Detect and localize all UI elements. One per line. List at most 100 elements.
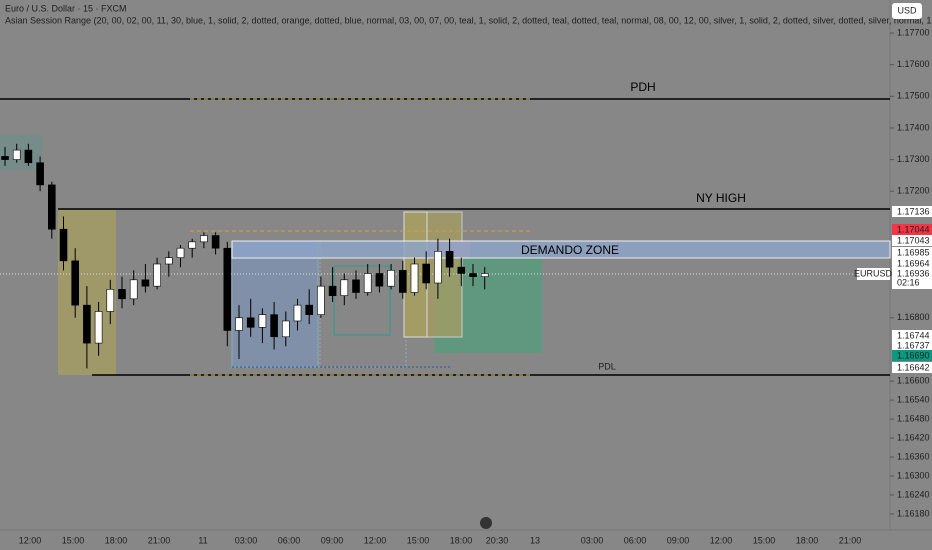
price-tick-label: 1.17400 bbox=[897, 122, 930, 132]
price-tag-label: 1.16690 bbox=[897, 350, 930, 360]
pdl-label: PDL bbox=[598, 361, 616, 371]
time-tick-label: 18:00 bbox=[450, 535, 473, 545]
price-tag-label: 1.16985 bbox=[897, 247, 930, 257]
demand-label: DEMANDO ZONE bbox=[521, 243, 619, 257]
currency-label[interactable]: USD bbox=[897, 5, 917, 15]
price-tag bbox=[892, 258, 932, 269]
demand-zone bbox=[231, 240, 891, 259]
price-tag bbox=[892, 235, 932, 246]
indicator-legend: Asian Session Range (20, 00, 02, 00, 11,… bbox=[5, 15, 932, 25]
price-tick-label: 1.16540 bbox=[897, 394, 930, 404]
price-tag-label: 1.16737 bbox=[897, 340, 930, 350]
ny-high-label: NY HIGH bbox=[696, 191, 746, 205]
price-tag-label: 1.16964 bbox=[897, 258, 930, 268]
candle-body bbox=[387, 270, 395, 287]
time-tick-label: 13 bbox=[530, 535, 540, 545]
replay-icon[interactable] bbox=[480, 517, 492, 529]
candle-body bbox=[223, 247, 232, 331]
price-tick-label: 1.17500 bbox=[897, 91, 930, 101]
time-tick-label: 03:00 bbox=[235, 535, 258, 545]
pdh-label: PDH bbox=[630, 80, 655, 94]
time-tick-label: 21:00 bbox=[839, 535, 862, 545]
symbol-tag bbox=[857, 268, 890, 280]
candle-body bbox=[188, 241, 196, 249]
candle-body bbox=[36, 162, 44, 186]
candle-body bbox=[71, 260, 79, 306]
current-price-tag bbox=[892, 268, 932, 289]
time-tick-label: 15:00 bbox=[407, 535, 430, 545]
candle-body bbox=[83, 304, 91, 344]
candle-body bbox=[375, 273, 384, 287]
time-tick-label: 18:00 bbox=[796, 535, 819, 545]
candle-body bbox=[305, 304, 314, 315]
price-tag-label: 1.17136 bbox=[897, 206, 930, 216]
candle-body bbox=[94, 311, 103, 344]
price-tag-label: 1.17044 bbox=[897, 224, 930, 234]
time-tick-label: 09:00 bbox=[667, 535, 690, 545]
currency-button[interactable] bbox=[892, 3, 922, 19]
price-tag bbox=[892, 330, 932, 341]
candle-body bbox=[258, 314, 267, 328]
time-tick-label: 18:00 bbox=[105, 535, 128, 545]
session-box bbox=[231, 241, 319, 368]
candle-body bbox=[235, 317, 243, 331]
time-tick-label: 21:00 bbox=[148, 535, 171, 545]
price-tick-label: 1.16480 bbox=[897, 413, 930, 423]
price-tick-label: 1.16420 bbox=[897, 432, 930, 442]
price-tag bbox=[892, 340, 932, 351]
countdown: 02:16 bbox=[897, 277, 920, 287]
candle-body bbox=[422, 263, 431, 284]
candle-body bbox=[176, 247, 185, 258]
time-tick-label: 11 bbox=[198, 535, 207, 545]
candle-body bbox=[363, 273, 372, 293]
price-tag-label: 1.17043 bbox=[897, 235, 930, 245]
candle-body bbox=[153, 263, 161, 287]
candle-body bbox=[398, 270, 407, 293]
price-tag bbox=[892, 362, 932, 373]
price-tick-label: 1.16360 bbox=[897, 451, 930, 461]
session-box bbox=[0, 135, 42, 170]
candle-body bbox=[141, 279, 150, 287]
price-tick-label: 1.16240 bbox=[897, 489, 930, 499]
price-tag-label: 1.16642 bbox=[897, 362, 930, 372]
candle-body bbox=[410, 263, 419, 293]
candle-body bbox=[457, 266, 466, 274]
price-tick-label: 1.16800 bbox=[897, 312, 930, 322]
price-tag bbox=[892, 206, 932, 217]
candle-body bbox=[106, 289, 115, 312]
candle-body bbox=[129, 279, 138, 300]
candle-body bbox=[246, 317, 255, 328]
price-tag-label: 1.16744 bbox=[897, 330, 930, 340]
time-tick-label: 03:00 bbox=[581, 535, 604, 545]
price-tick-label: 1.17700 bbox=[897, 27, 930, 37]
candle-body bbox=[434, 251, 442, 284]
time-tick-label: 06:00 bbox=[278, 535, 301, 545]
candle-body bbox=[165, 257, 173, 265]
price-tick-label: 1.16180 bbox=[897, 508, 930, 518]
session-box bbox=[333, 265, 391, 336]
price-tag bbox=[892, 350, 932, 361]
price-tick-label: 1.17200 bbox=[897, 186, 930, 196]
time-tick-label: 15:00 bbox=[753, 535, 776, 545]
candle-body bbox=[352, 279, 360, 293]
candle-body bbox=[270, 314, 278, 338]
time-tick-label: 06:00 bbox=[624, 535, 647, 545]
symbol-title: Euro / U.S. Dollar · 15 · FXCM bbox=[5, 3, 127, 13]
symbol-tag-label: EURUSD bbox=[854, 268, 893, 278]
time-tick-label: 12:00 bbox=[364, 535, 387, 545]
price-tick-label: 1.16600 bbox=[897, 375, 930, 385]
candle-body bbox=[293, 304, 302, 322]
price-tick-label: 1.16300 bbox=[897, 470, 930, 480]
time-tick-label: 09:00 bbox=[321, 535, 344, 545]
time-tick-label: 20:30 bbox=[486, 535, 509, 545]
time-tick-label: 15:00 bbox=[62, 535, 85, 545]
time-tick-label: 12:00 bbox=[19, 535, 42, 545]
candle-body bbox=[1, 156, 9, 160]
candle-body bbox=[445, 251, 454, 268]
candle-body bbox=[317, 285, 325, 315]
price-tick-label: 1.17600 bbox=[897, 59, 930, 69]
candle-body bbox=[200, 235, 208, 243]
candle-body bbox=[469, 273, 477, 277]
price-tag bbox=[892, 224, 932, 235]
